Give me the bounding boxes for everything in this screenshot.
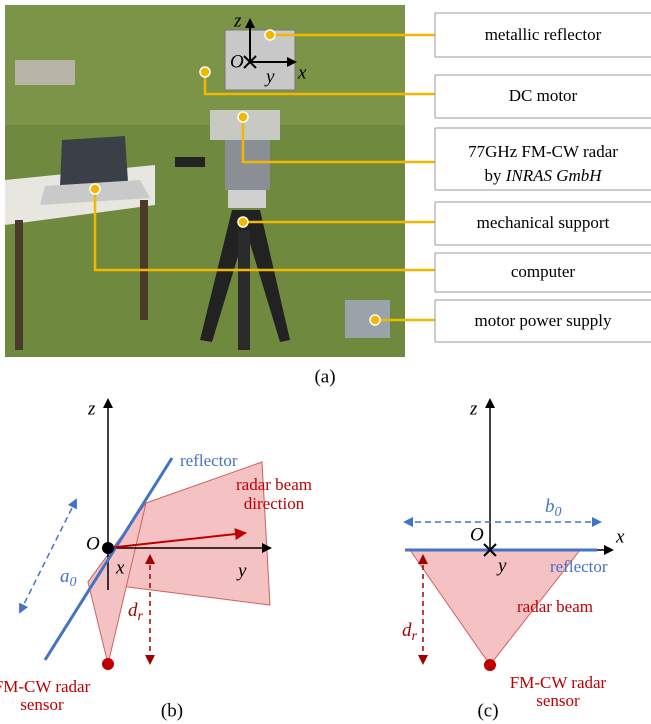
dr-label: dr [128,600,144,624]
caption: (c) [477,700,498,721]
a0-arrow [20,500,76,612]
sensor-dot [484,659,496,671]
label: mechanical support [477,213,610,232]
page: {"panel_a": { "photo_axes": {"z": "z", "… [0,0,651,724]
label: metallic reflector [485,25,602,44]
label: by INRAS GmbH [484,166,603,185]
reflector-label: reflector [180,451,238,470]
sensor-label: FM-CW radar [510,673,607,692]
label-part: by [484,166,505,185]
axis-label: z [469,398,478,419]
caption: (a) [314,366,335,387]
axis-label: x [297,62,307,83]
sensor-label: FM-CW radar [0,677,91,696]
var-base: d [402,620,412,641]
photo [5,5,405,357]
dot [265,30,275,40]
a0-label: a0 [60,566,77,590]
axis-label: O [230,51,244,72]
dot [90,184,100,194]
var-sub: 0 [555,505,562,520]
beam-label: direction [244,494,305,513]
figure: z O y x metallic reflector DC motor 77GH… [0,0,651,724]
var-sub: r [138,609,144,624]
axis-label: z [87,398,96,419]
origin-dot [102,542,114,554]
beam-label: radar beam [517,597,593,616]
sensor-label: sensor [536,691,580,710]
diagram-c [405,400,612,671]
dot [238,112,248,122]
b0-label: b0 [545,496,562,520]
dot [238,217,248,227]
label: computer [511,262,576,281]
var-base: b [545,496,555,517]
dot [200,67,210,77]
beam-label: radar beam [236,475,312,494]
axis-label: y [264,66,275,87]
axis-label: O [86,533,100,554]
label-part: INRAS GmbH [505,166,604,185]
label: DC motor [509,86,578,105]
label: motor power supply [475,311,612,330]
axis-label: y [236,560,247,581]
var-base: d [128,600,138,621]
axis-label: x [115,557,125,578]
sensor-label: sensor [20,695,64,714]
caption: (b) [161,700,183,721]
dr-label: dr [402,620,418,644]
axis-label: O [470,524,484,545]
var-sub: r [412,629,418,644]
var-sub: 0 [70,575,77,590]
sensor-dot [102,658,114,670]
reflector-label: reflector [550,557,608,576]
label: 77GHz FM-CW radar [468,142,618,161]
axis-label: x [615,526,625,547]
dot [370,315,380,325]
axis-label: z [233,10,242,31]
diagram-b [20,400,270,670]
var-base: a [60,566,70,587]
axis-label: y [496,555,507,576]
